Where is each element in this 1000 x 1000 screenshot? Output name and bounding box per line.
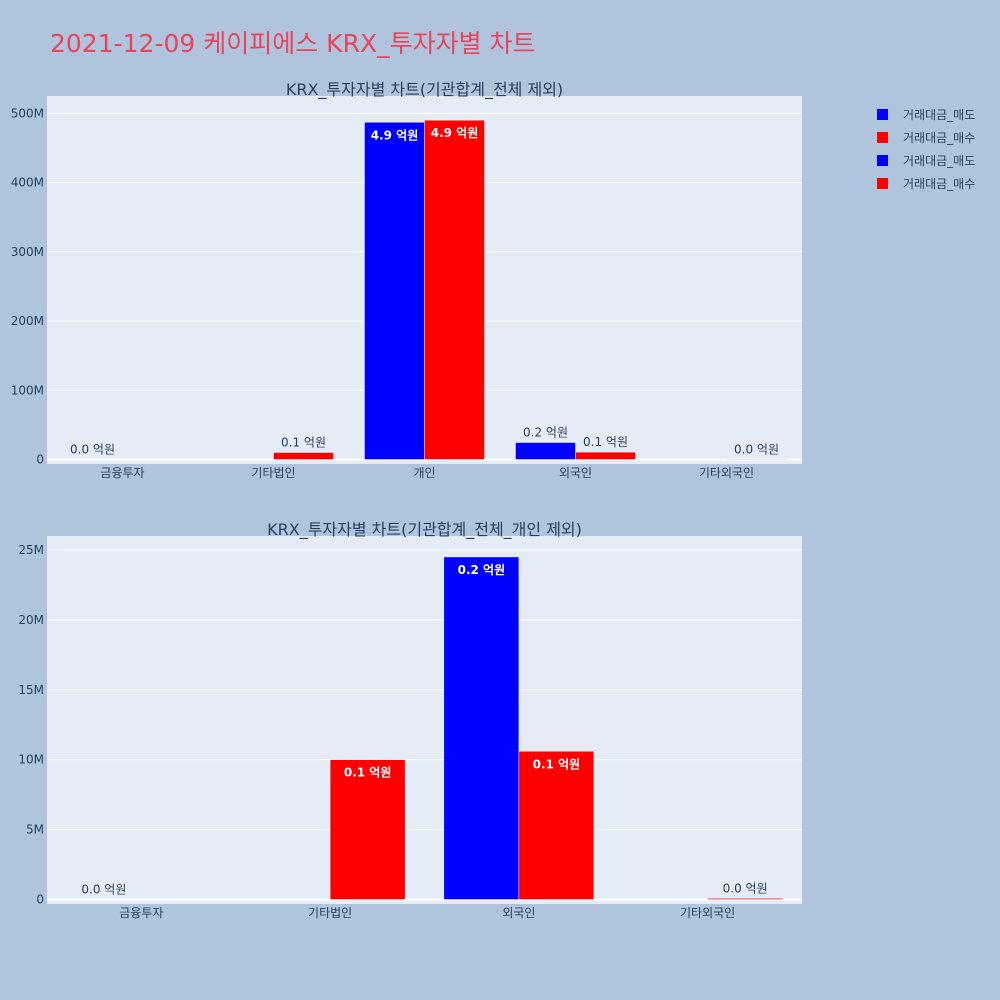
bar (575, 451, 636, 460)
legend-swatch (877, 178, 888, 189)
x-tick-label: 외국인 (559, 466, 592, 480)
x-tick-label: 금융투자 (119, 906, 163, 920)
legend-label: 거래대금_매수 (903, 131, 975, 145)
legend-label: 거래대금_매수 (903, 177, 975, 191)
legend-label: 거래대금_매도 (903, 108, 975, 122)
bar (443, 556, 520, 900)
bar-label: 0.1 억원 (533, 757, 581, 771)
plot-area (47, 536, 802, 904)
legend-label: 거래대금_매도 (903, 154, 975, 168)
x-tick-label: 외국인 (502, 906, 535, 920)
bar (424, 119, 485, 460)
chart-1: 0 100M 200M 300M 400M 500M KRX_투자자별 차트(기관합계_전체… (11, 80, 802, 480)
bar (515, 442, 576, 460)
chart-title: KRX_투자자별 차트(기관합계_전체 제외) (286, 80, 563, 100)
bar (273, 452, 334, 460)
y-tick-label: 400M (11, 176, 44, 190)
bar-label: 4.9 억원 (431, 126, 479, 140)
bar-label: 0.1 억원 (281, 436, 326, 450)
bar (364, 122, 425, 460)
bar-label: 0.2 억원 (458, 563, 506, 577)
chart-2: 0 5M 10M 15M 20M 25M KRX_투자자별 차트(기관합계_전체_개인 제외… (18, 520, 802, 920)
legend-swatch (877, 155, 888, 166)
chart-title: KRX_투자자별 차트(기관합계_전체_개인 제외) (267, 520, 582, 540)
x-tick-label: 개인 (413, 466, 435, 480)
x-tick-label: 기타법인 (251, 466, 295, 480)
x-tick-label: 기타법인 (308, 906, 352, 920)
y-tick-label: 300M (11, 245, 44, 259)
bar-label: 0.2 억원 (523, 426, 568, 440)
y-tick-label: 20M (18, 613, 44, 627)
y-tick-label: 15M (18, 683, 44, 697)
y-tick-label: 5M (26, 823, 44, 837)
y-tick-label: 25M (18, 543, 44, 557)
x-tick-label: 기타외국인 (680, 906, 735, 920)
bar-label: 0.1 억원 (344, 766, 392, 780)
bar-label: 0.1 억원 (583, 435, 628, 449)
bar (329, 759, 406, 900)
x-tick-label: 금융투자 (100, 466, 144, 480)
bar (518, 751, 595, 900)
y-tick-label: 0 (36, 893, 44, 907)
y-tick-label: 500M (11, 106, 44, 120)
bar-label: 0.0 억원 (723, 881, 768, 895)
x-tick-label: 기타외국인 (699, 466, 754, 480)
y-tick-label: 200M (11, 314, 44, 328)
bar (707, 898, 783, 900)
legend-swatch (877, 109, 888, 120)
bar-label: 0.0 억원 (734, 442, 779, 456)
bar-label: 0.0 억원 (70, 443, 115, 457)
bar-label: 4.9 억원 (371, 128, 419, 142)
legend-swatch (877, 132, 888, 143)
y-tick-label: 100M (11, 383, 44, 397)
y-tick-label: 0 (36, 453, 44, 467)
y-tick-label: 10M (18, 753, 44, 767)
bar-label: 0.0 억원 (81, 883, 126, 897)
page-title: 2021-12-09 케이피에스 KRX_투자자별 차트 (50, 29, 536, 58)
